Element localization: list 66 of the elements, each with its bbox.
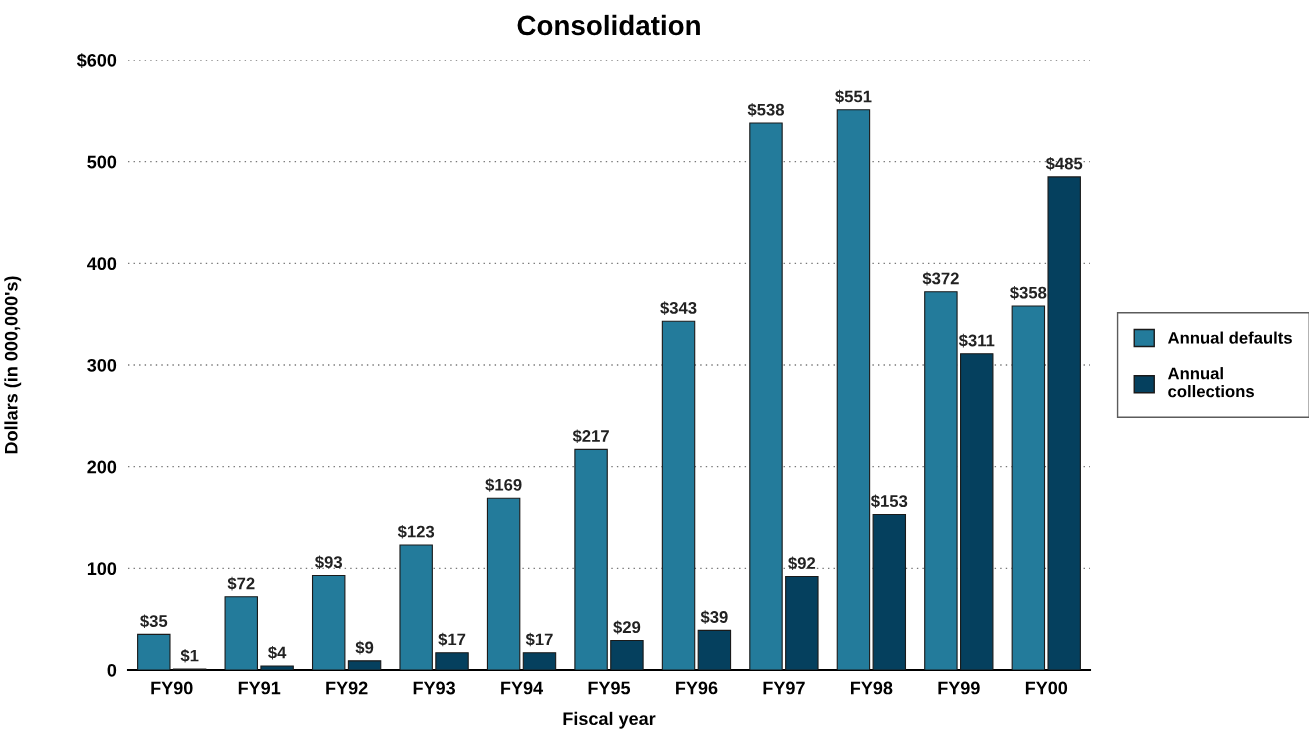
data-label: $39 [700, 610, 728, 624]
x-tick-label: FY96 [676, 681, 718, 695]
y-tick-label: 300 [87, 358, 117, 372]
data-label: $372 [922, 271, 959, 286]
x-tick-label: FY97 [763, 681, 805, 695]
bar [224, 596, 258, 670]
bar [924, 291, 958, 670]
data-label: $92 [788, 556, 816, 571]
x-axis-title: Fiscal year [563, 711, 656, 729]
data-label: $1 [180, 648, 199, 663]
bar [610, 639, 644, 670]
bar [836, 109, 871, 670]
data-label: $551 [835, 89, 872, 104]
bar [872, 513, 907, 670]
data-label: $311 [958, 333, 995, 348]
x-tick-label: FY95 [588, 681, 631, 695]
data-label: $217 [572, 429, 609, 443]
x-tick-label: FY91 [238, 681, 281, 695]
bar [574, 448, 608, 670]
bar [486, 497, 521, 670]
x-tick-label: FY00 [1025, 681, 1068, 695]
bar [435, 652, 469, 670]
data-label: $17 [525, 632, 553, 647]
bar [399, 544, 433, 670]
data-label: $123 [397, 524, 435, 539]
data-label: $538 [747, 103, 785, 117]
bar [522, 652, 557, 670]
bar [960, 353, 994, 670]
y-tick-label: 100 [87, 562, 117, 576]
data-label: $153 [870, 494, 908, 509]
data-label: $485 [1045, 156, 1083, 171]
y-tick-label: 200 [87, 460, 117, 474]
bar [1047, 176, 1081, 670]
legend-label: Annual defaults [1167, 331, 1292, 344]
y-tick-label: 400 [87, 257, 117, 271]
data-label: $343 [660, 301, 697, 315]
chart-title: Consolidation [517, 14, 700, 36]
y-tick-label: 0 [107, 663, 117, 677]
bar [1011, 305, 1046, 670]
data-label: $93 [315, 555, 343, 570]
y-tick-label: 500 [87, 155, 117, 169]
data-label: $4 [268, 645, 287, 660]
bar [697, 629, 732, 670]
bar [260, 665, 294, 670]
x-tick-label: FY94 [501, 681, 544, 695]
x-tick-label: FY92 [326, 681, 368, 695]
bar [749, 122, 783, 670]
data-label: $17 [438, 632, 466, 647]
y-tick-label: $600 [76, 53, 117, 68]
bar [311, 574, 346, 670]
data-label: $29 [613, 620, 641, 635]
legend-label: Annual collections [1167, 367, 1254, 398]
bar [661, 320, 696, 670]
data-label: $358 [1010, 286, 1047, 300]
bar [785, 575, 819, 670]
data-label: $35 [140, 614, 168, 629]
data-label: $9 [355, 640, 374, 655]
x-tick-label: FY93 [413, 681, 456, 695]
data-label: $169 [485, 478, 522, 492]
y-axis-title: Dollars (in 000,000's) [4, 276, 22, 454]
data-label: $72 [227, 576, 255, 591]
bar [347, 660, 382, 670]
x-tick-label: FY98 [850, 681, 893, 695]
x-tick-label: FY99 [938, 681, 980, 695]
bar [137, 633, 171, 670]
x-tick-label: FY90 [151, 681, 193, 695]
